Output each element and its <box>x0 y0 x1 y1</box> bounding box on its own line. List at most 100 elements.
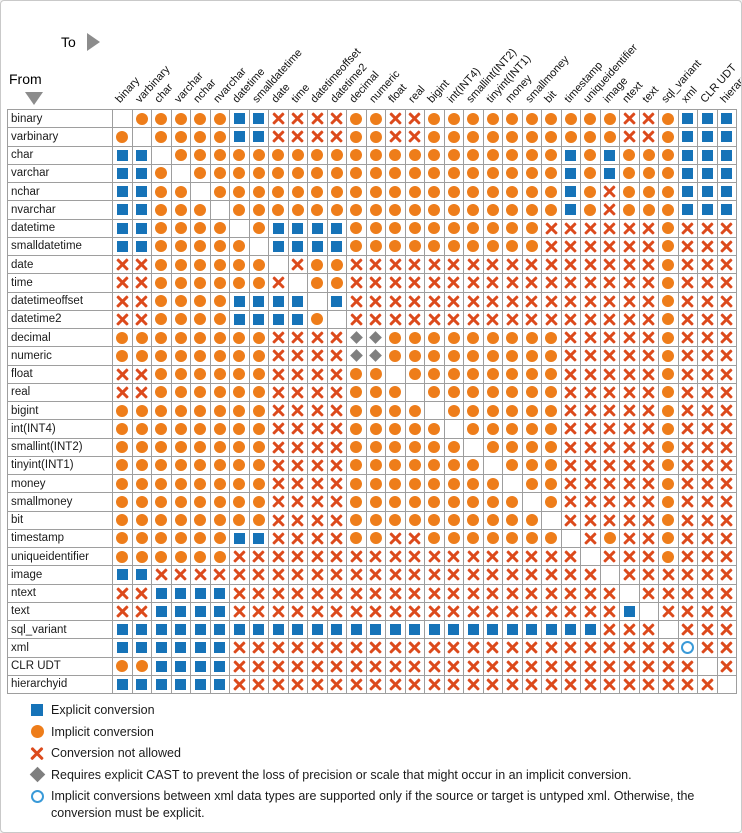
matrix-cell <box>249 329 269 348</box>
matrix-cell <box>405 219 425 238</box>
implicit-conversion-icon <box>155 532 168 545</box>
matrix-cell <box>288 201 308 220</box>
matrix-cell <box>405 402 425 421</box>
implicit-conversion-icon <box>311 203 324 216</box>
matrix-cell <box>717 529 737 548</box>
untyped-xml-circle-icon <box>681 641 695 655</box>
matrix-cell <box>717 219 737 238</box>
matrix-cell <box>698 201 718 220</box>
conversion-not-allowed-icon <box>642 422 655 435</box>
matrix-cell <box>444 602 464 621</box>
matrix-cell <box>698 475 718 494</box>
implicit-conversion-icon <box>525 240 538 253</box>
implicit-conversion-icon <box>389 386 402 399</box>
matrix-cell <box>425 383 445 402</box>
row-label-datetime: datetime <box>7 219 113 238</box>
conversion-not-allowed-icon <box>701 514 714 527</box>
conversion-not-allowed-icon <box>389 568 402 581</box>
conversion-not-allowed-icon <box>291 477 304 490</box>
implicit-conversion-icon <box>408 149 421 162</box>
matrix-cell <box>249 310 269 329</box>
matrix-cell <box>269 456 289 475</box>
implicit-conversion-icon <box>174 441 187 454</box>
implicit-conversion-icon <box>447 331 460 344</box>
implicit-conversion-icon <box>194 441 207 454</box>
matrix-cell <box>620 675 640 694</box>
implicit-conversion-icon <box>174 459 187 472</box>
matrix-cell <box>230 675 250 694</box>
conversion-not-allowed-icon <box>564 258 577 271</box>
matrix-cell <box>483 548 503 567</box>
conversion-not-allowed-icon <box>389 258 402 271</box>
matrix-cell <box>581 456 601 475</box>
matrix-cell <box>464 292 484 311</box>
matrix-cell <box>581 475 601 494</box>
implicit-conversion-icon <box>662 203 675 216</box>
implicit-conversion-icon <box>525 441 538 454</box>
matrix-cell <box>581 310 601 329</box>
matrix-cell <box>386 274 406 293</box>
conversion-not-allowed-icon <box>701 313 714 326</box>
conversion-not-allowed-icon <box>272 550 285 563</box>
explicit-conversion-icon <box>526 624 538 636</box>
implicit-conversion-icon <box>428 477 441 490</box>
matrix-cell <box>113 657 133 676</box>
matrix-cell <box>561 219 581 238</box>
matrix-cell <box>347 548 367 567</box>
implicit-conversion-icon <box>155 422 168 435</box>
implicit-conversion-icon <box>623 203 636 216</box>
matrix-cell <box>327 438 347 457</box>
matrix-cell <box>152 310 172 329</box>
matrix-cell <box>425 657 445 676</box>
matrix-cell <box>366 201 386 220</box>
implicit-conversion-icon <box>252 349 265 362</box>
conversion-not-allowed-icon <box>720 477 733 490</box>
implicit-conversion-icon <box>252 441 265 454</box>
implicit-conversion-icon <box>447 222 460 235</box>
conversion-not-allowed-icon <box>486 568 499 581</box>
matrix-cell <box>483 219 503 238</box>
matrix-cell <box>425 675 445 694</box>
conversion-not-allowed-icon <box>720 295 733 308</box>
matrix-cell <box>503 621 523 640</box>
matrix-cell <box>308 548 328 567</box>
matrix-cell <box>347 511 367 530</box>
conversion-not-allowed-icon <box>545 550 558 563</box>
conversion-not-allowed-icon <box>623 550 636 563</box>
matrix-cell <box>230 219 250 238</box>
matrix-cell <box>347 493 367 512</box>
matrix-cell <box>581 548 601 567</box>
implicit-conversion-icon <box>330 203 343 216</box>
matrix-cell <box>132 201 152 220</box>
matrix-cell <box>639 237 659 256</box>
matrix-cell <box>249 237 269 256</box>
matrix-cell <box>639 548 659 567</box>
col-label-time: time <box>288 81 312 106</box>
matrix-cell <box>249 183 269 202</box>
matrix-cell <box>386 347 406 366</box>
implicit-conversion-icon <box>155 240 168 253</box>
matrix-cell <box>678 146 698 165</box>
matrix-cell <box>171 493 191 512</box>
matrix-cell <box>581 657 601 676</box>
conversion-not-allowed-icon <box>701 459 714 472</box>
matrix-cell <box>288 128 308 147</box>
conversion-not-allowed-icon <box>252 641 265 654</box>
matrix-cell <box>678 639 698 658</box>
matrix-cell <box>249 639 269 658</box>
legend-label-explicit: Explicit conversion <box>51 703 155 717</box>
explicit-conversion-icon <box>545 624 557 636</box>
matrix-cell <box>347 219 367 238</box>
explicit-conversion-icon <box>565 167 577 179</box>
matrix-cell <box>581 292 601 311</box>
explicit-conversion-icon <box>448 624 460 636</box>
implicit-conversion-icon <box>194 550 207 563</box>
matrix-cell <box>366 456 386 475</box>
implicit-conversion-icon <box>252 514 265 527</box>
matrix-cell <box>483 639 503 658</box>
matrix-cell <box>678 329 698 348</box>
matrix-cell <box>522 292 542 311</box>
matrix-cell <box>425 310 445 329</box>
matrix-cell <box>405 256 425 275</box>
